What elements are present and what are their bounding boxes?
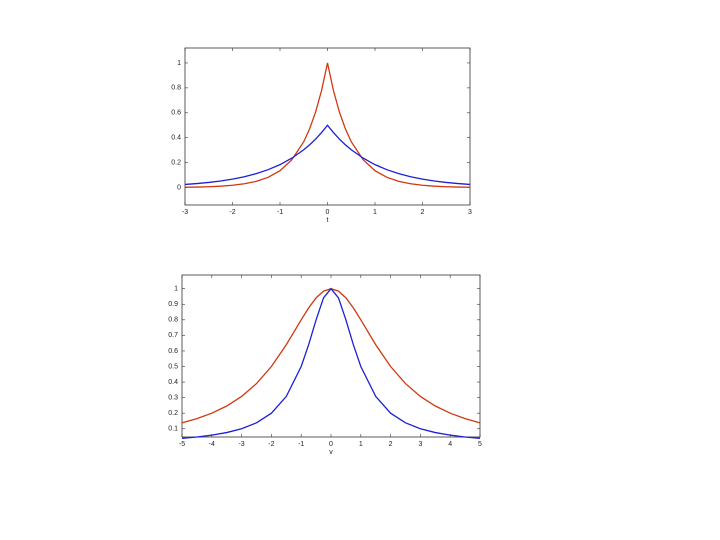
y-tick-label: 0.8 [171,85,181,92]
x-tick-label: -2 [229,209,235,216]
x-tick-label: 0 [326,209,330,216]
x-tick-label: -4 [209,441,215,448]
x-tick-label: 3 [418,441,422,448]
x-tick-label: 0 [329,441,333,448]
x-tick-label: 1 [373,209,377,216]
x-tick-label: -1 [298,441,304,448]
y-tick-label: 0.4 [171,135,181,142]
plot-frame [184,47,471,206]
x-tick-label: 2 [389,441,393,448]
y-tick-label: 0.2 [168,410,178,417]
x-tick-label: 1 [359,441,363,448]
y-tick-label: 1 [177,60,181,67]
x-tick-label: 3 [468,209,472,216]
x-tick-label: 5 [478,441,482,448]
x-tick-label: -3 [238,441,244,448]
data-line [184,62,471,188]
y-tick-label: 0 [177,184,181,191]
x-tick-label: 2 [421,209,425,216]
x-tick-label: 4 [448,441,452,448]
x-tick-label: -1 [277,209,283,216]
x-tick-label: -5 [179,441,185,448]
y-tick-label: 0.2 [171,159,181,166]
y-tick-label: 0.1 [168,426,178,433]
y-tick-label: 0.4 [168,379,178,386]
x-tick-label: -2 [268,441,274,448]
y-tick-label: 0.9 [168,301,178,308]
plot-frame [181,274,481,438]
y-tick-label: 0.5 [168,363,178,370]
y-tick-label: 1 [174,286,178,293]
y-tick-label: 0.8 [168,317,178,324]
y-tick-label: 0.6 [168,348,178,355]
x-tick-label: -3 [182,209,188,216]
x-axis-label: v [329,449,333,456]
x-axis-label: t [327,217,329,224]
y-tick-label: 0.7 [168,332,178,339]
data-line [181,287,481,439]
y-tick-label: 0.3 [168,394,178,401]
data-line [184,124,471,186]
y-tick-label: 0.6 [171,110,181,117]
